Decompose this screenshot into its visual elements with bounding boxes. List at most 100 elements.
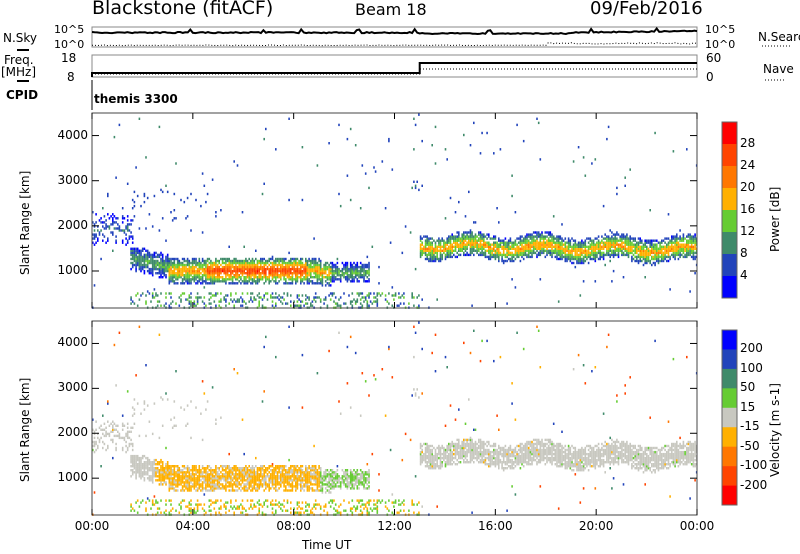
power-cell [108, 227, 111, 230]
power-cell [419, 253, 422, 257]
power-cell [218, 304, 220, 307]
power-cell [155, 294, 157, 297]
velocity-cell [165, 503, 167, 506]
velocity-cell [131, 456, 134, 460]
power-cell [574, 257, 577, 261]
power-cell [547, 249, 550, 252]
power-cell [431, 144, 433, 147]
power-cell [632, 239, 635, 242]
power-cell [356, 292, 359, 295]
power-cell [586, 251, 588, 255]
power-cell [108, 225, 111, 228]
power-cell [604, 245, 606, 248]
power-cell [522, 241, 525, 244]
power-cell [243, 300, 245, 303]
power-cell [191, 272, 194, 275]
velocity-cell [278, 465, 280, 468]
power-cell [326, 282, 329, 285]
velocity-cell [206, 481, 209, 484]
power-cell [606, 237, 608, 240]
power-cell [280, 259, 282, 263]
power-cell [617, 247, 620, 250]
velocity-cell [208, 475, 211, 478]
power-cell [579, 243, 582, 246]
colorbar-swatch [722, 210, 737, 233]
power-cell [225, 298, 227, 301]
power-cell [466, 247, 468, 250]
power-cell [291, 267, 294, 271]
velocity-cell [281, 477, 284, 480]
power-cell [537, 245, 540, 248]
velocity-cell [138, 456, 141, 460]
power-cell [651, 263, 653, 267]
power-cell [609, 247, 611, 250]
power-cell [501, 255, 503, 259]
power-cell [271, 261, 274, 265]
power-cell [148, 269, 151, 273]
power-cell [208, 272, 211, 275]
power-cell [210, 259, 212, 263]
power-cell [283, 267, 285, 271]
velocity-cell [250, 471, 252, 474]
velocity-cell [166, 473, 169, 476]
power-cell [526, 255, 528, 259]
velocity-cell [285, 465, 287, 468]
power-cell [361, 274, 364, 277]
power-cell [601, 253, 603, 257]
power-cell [95, 235, 97, 238]
power-cell [552, 237, 555, 240]
power-cell [160, 259, 162, 263]
power-cell [203, 259, 206, 263]
power-cell [138, 298, 141, 301]
velocity-cell [208, 479, 211, 482]
power-cell [539, 241, 542, 244]
power-cell [291, 261, 294, 265]
date-label: 09/Feb/2016 [590, 0, 703, 19]
power-cell [471, 237, 473, 240]
velocity-cell [280, 483, 282, 486]
power-cell [469, 144, 472, 147]
power-cell [646, 261, 648, 265]
velocity-cell [278, 505, 280, 508]
power-cell [536, 231, 538, 234]
power-cell [561, 255, 563, 259]
power-cell [161, 261, 164, 265]
power-cell [228, 257, 230, 261]
power-cell [290, 269, 292, 273]
power-cell [233, 274, 235, 277]
power-cell [133, 247, 136, 250]
power-cell [631, 257, 633, 261]
velocity-cell [221, 467, 224, 470]
power-cell [481, 247, 483, 250]
power-cell [534, 247, 537, 250]
velocity-cell [213, 481, 216, 484]
power-cell [268, 267, 270, 271]
velocity-cell [150, 465, 152, 468]
power-cell [426, 239, 428, 242]
power-cell [592, 257, 595, 261]
power-cell [336, 261, 339, 265]
velocity-cell [206, 467, 209, 470]
power-cell [466, 231, 468, 234]
power-cell [160, 188, 162, 192]
power-cell [694, 251, 696, 255]
velocity-cell [223, 479, 225, 482]
power-cell [676, 239, 678, 242]
power-cell [651, 239, 653, 242]
power-cell [140, 253, 142, 257]
power-cell [546, 245, 548, 248]
velocity-cell [218, 473, 220, 476]
velocity-cell [135, 458, 137, 462]
power-cell [245, 257, 247, 261]
velocity-cell [208, 499, 211, 502]
power-cell [361, 164, 364, 167]
velocity-cell [193, 469, 196, 472]
velocity-cell [278, 487, 280, 490]
velocity-cell [228, 467, 230, 470]
velocity-cell [173, 477, 176, 480]
velocity-cell [163, 473, 166, 476]
power-cell [131, 235, 134, 238]
velocity-cell [226, 471, 229, 474]
power-cell [201, 257, 204, 261]
power-cell [581, 241, 583, 244]
